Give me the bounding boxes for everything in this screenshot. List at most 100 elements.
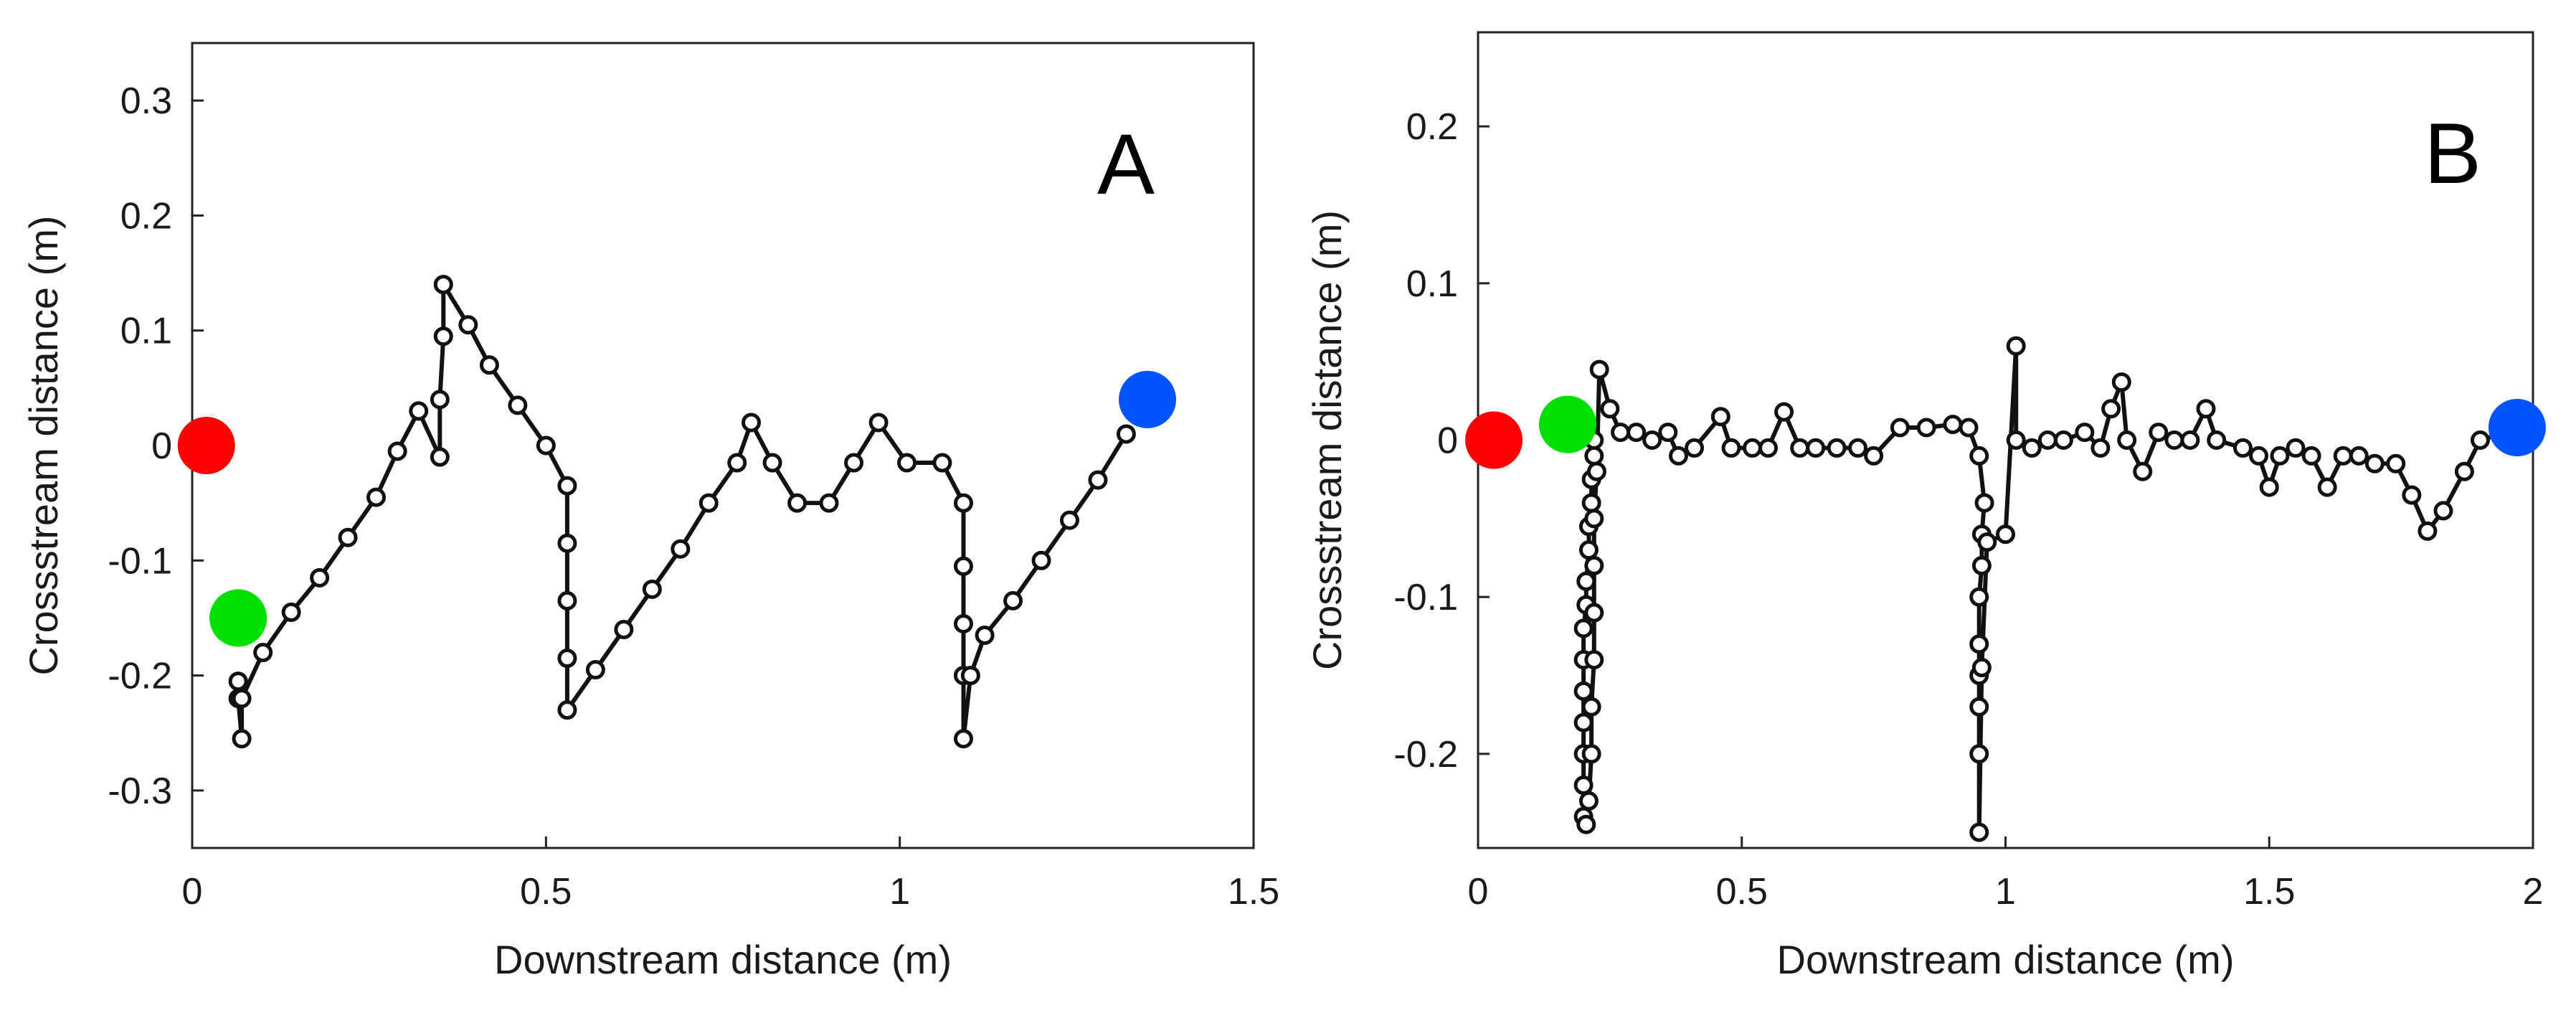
data-point-b-75 <box>2232 438 2253 458</box>
data-point-a-34 <box>844 453 864 473</box>
y-tick-label-a-6: -0.3 <box>108 770 172 812</box>
y-tick-label-b-0: 0.2 <box>1406 106 1458 148</box>
data-point-a-47 <box>1059 510 1079 530</box>
data-point-b-82 <box>2333 446 2353 466</box>
data-point-a-44 <box>975 625 995 645</box>
data-point-a-14 <box>433 275 453 295</box>
data-point-a-3 <box>232 689 252 709</box>
data-point-a-29 <box>727 453 747 473</box>
data-point-b-65 <box>2090 438 2111 458</box>
y-tick-label-a-3: 0 <box>151 425 172 467</box>
data-point-b-66 <box>2101 399 2121 419</box>
data-point-b-51 <box>1969 634 1989 654</box>
data-point-a-31 <box>762 453 782 473</box>
y-tick-label-b-2: 0 <box>1437 420 1458 462</box>
data-point-a-21 <box>557 590 577 611</box>
data-point-b-76 <box>2249 446 2269 466</box>
data-point-a-22 <box>557 649 577 669</box>
data-point-b-50 <box>1969 587 1989 607</box>
data-point-b-77 <box>2259 477 2279 497</box>
data-point-b-87 <box>2418 521 2438 541</box>
chart-panel-b: 0 0.5 1 1.5 2 0.2 0.1 0 -0.1 -0.2 B Downstream di… <box>1304 31 2546 982</box>
data-point-b-71 <box>2164 430 2184 450</box>
data-point-b-57 <box>1977 532 1997 552</box>
data-point-b-19 <box>1584 650 1604 670</box>
data-point-b-26 <box>1611 423 1631 443</box>
data-point-a-25 <box>614 619 634 639</box>
data-point-b-46 <box>1969 446 1989 466</box>
data-point-a-12 <box>430 390 450 410</box>
marker-start-a <box>177 417 235 474</box>
y-tick-label-b-4: -0.2 <box>1393 734 1458 776</box>
data-point-a-38 <box>953 493 973 513</box>
y-tick-label-b-1: 0.1 <box>1406 263 1458 305</box>
data-point-a-30 <box>741 413 761 433</box>
data-point-b-15 <box>1576 814 1596 834</box>
data-point-b-17 <box>1581 744 1601 764</box>
data-point-a-37 <box>932 453 952 473</box>
series-group-a <box>228 275 1136 749</box>
data-point-b-84 <box>2364 453 2385 473</box>
data-point-a-15 <box>458 315 478 335</box>
data-point-a-32 <box>787 493 808 513</box>
data-point-b-31 <box>1685 438 1705 458</box>
data-point-b-63 <box>2053 430 2073 450</box>
data-point-a-36 <box>897 453 917 473</box>
chart-panel-a: 0 0.5 1 1.5 0.3 0.2 0.1 0 -0.1 -0.2 -0.3 A Downstr… <box>21 42 1279 982</box>
marker-release-a <box>209 589 267 647</box>
data-point-b-27 <box>1626 423 1647 443</box>
data-point-a-43 <box>960 666 980 686</box>
data-point-a-4 <box>253 643 273 663</box>
panel-label-a: A <box>1097 116 1155 212</box>
marker-release-b <box>1539 395 1597 453</box>
data-point-a-10 <box>409 401 429 421</box>
data-point-b-8 <box>1573 618 1594 638</box>
data-point-b-64 <box>2075 423 2095 443</box>
data-point-b-3 <box>1581 493 1601 513</box>
data-point-b-30 <box>1668 446 1688 466</box>
data-point-a-20 <box>557 533 577 553</box>
data-point-b-43 <box>1916 418 1936 438</box>
data-point-a-23 <box>557 700 577 720</box>
plot-area-a <box>191 42 1255 849</box>
series-group-b <box>1573 336 2516 842</box>
data-point-b-40 <box>1848 438 1868 458</box>
data-point-a-17 <box>508 395 528 415</box>
data-point-b-39 <box>1827 438 1847 458</box>
data-point-b-61 <box>2022 438 2042 458</box>
data-point-a-11 <box>430 447 450 467</box>
data-point-a-13 <box>433 326 453 347</box>
data-point-a-9 <box>387 441 407 461</box>
data-point-b-25 <box>1600 399 1620 419</box>
data-point-b-58 <box>1996 524 2015 545</box>
data-point-b-45 <box>1959 418 1979 438</box>
data-point-b-68 <box>2117 430 2137 450</box>
y-tick-label-b-3: -0.1 <box>1393 577 1458 618</box>
data-point-b-80 <box>2301 446 2321 466</box>
data-point-b-70 <box>2149 423 2169 443</box>
data-point-b-90 <box>2470 430 2490 450</box>
x-tick-label-a-1: 0.5 <box>520 871 572 913</box>
data-point-b-20 <box>1584 603 1604 623</box>
data-point-b-85 <box>2386 453 2406 473</box>
data-point-a-19 <box>557 476 577 496</box>
data-point-b-81 <box>2317 477 2337 497</box>
data-point-a-40 <box>953 613 973 633</box>
data-point-b-22 <box>1584 509 1604 529</box>
data-point-b-49 <box>1971 555 1992 575</box>
x-tick-label-b-1: 0.5 <box>1716 871 1768 913</box>
data-point-b-62 <box>2037 430 2058 450</box>
data-point-a-6 <box>310 567 330 588</box>
x-tick-label-b-3: 1.5 <box>2243 871 2295 913</box>
data-point-b-10 <box>1573 681 1594 701</box>
data-point-b-6 <box>1576 571 1596 591</box>
marker-start-b <box>1465 411 1523 469</box>
data-point-b-54 <box>1969 744 1989 764</box>
data-point-b-73 <box>2196 399 2216 419</box>
x-tick-label-b-0: 0 <box>1468 871 1489 913</box>
data-point-b-41 <box>1864 446 1884 466</box>
data-point-b-47 <box>1974 493 1994 513</box>
data-point-b-13 <box>1573 776 1594 796</box>
data-point-a-5 <box>281 602 301 622</box>
data-point-b-56 <box>1971 658 1992 678</box>
